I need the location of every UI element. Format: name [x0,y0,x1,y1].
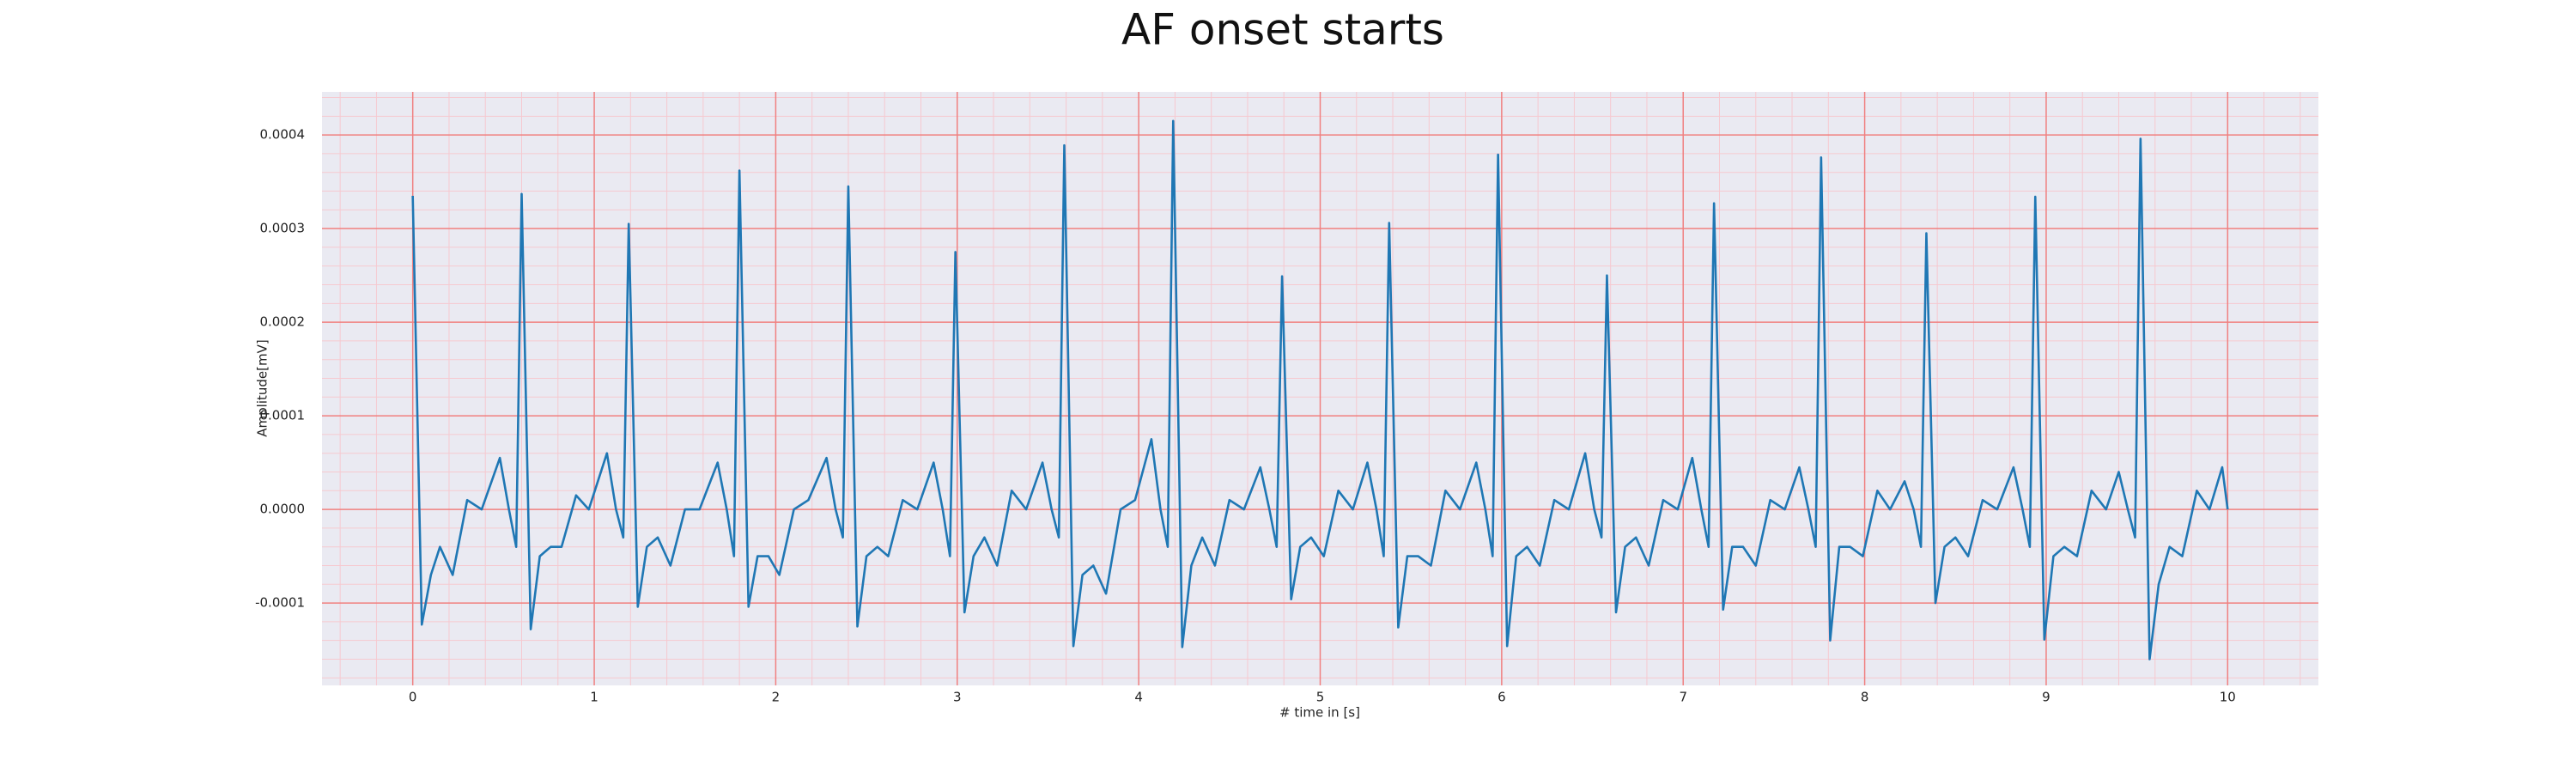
x-tick-label: 5 [1316,690,1325,705]
y-tick-label: 0.0000 [260,502,306,517]
x-tick-label: 9 [2042,690,2050,705]
x-tick-label: 0 [409,690,417,705]
x-tick-label: 7 [1679,690,1687,705]
data-line [411,119,2229,660]
x-axis-label: # time in [s] [1279,705,1360,721]
x-tick-label: 2 [772,690,781,705]
x-tick-label: 4 [1134,690,1143,705]
y-tick-label: -0.0001 [255,595,305,611]
y-tick-label: 0.0003 [260,221,306,236]
x-tick-label: 3 [953,690,962,705]
x-tick-label: 6 [1498,690,1506,705]
chart-title: AF onset starts [1121,5,1444,55]
y-tick-label: 0.0002 [260,314,306,330]
y-axis-label: Amplitude[mV] [255,339,270,436]
y-tick-label: 0.0001 [260,408,306,423]
y-tick-label: 0.0004 [260,127,306,143]
x-tick-label: 10 [2220,690,2236,705]
x-tick-label: 8 [1861,690,1869,705]
x-tick-label: 1 [590,690,598,705]
